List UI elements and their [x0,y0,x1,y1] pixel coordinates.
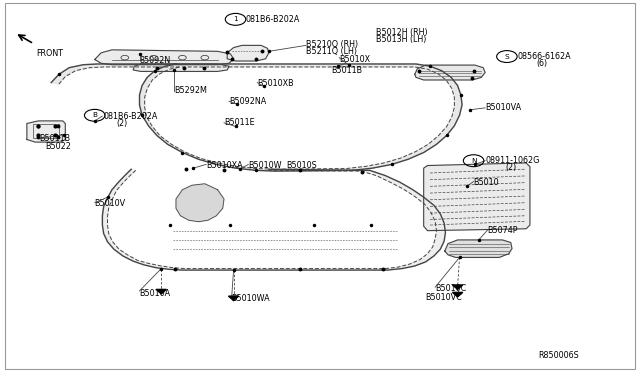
Text: R850006S: R850006S [538,351,579,360]
Text: FRONT: FRONT [36,49,63,58]
Text: (2): (2) [116,119,128,128]
Bar [33,124,59,138]
Polygon shape [415,65,485,80]
Polygon shape [102,169,445,270]
Text: B5010VC: B5010VC [426,293,462,302]
Text: 081B6-B202A: 081B6-B202A [104,112,158,121]
Text: 1: 1 [233,16,238,22]
Text: B5011B: B5011B [332,66,363,75]
Polygon shape [95,50,234,65]
Text: B5010XA: B5010XA [206,161,243,170]
Polygon shape [176,184,224,222]
Text: B5010X: B5010X [339,55,371,64]
Text: B: B [92,112,97,118]
Polygon shape [156,289,166,294]
Text: B5010V: B5010V [95,199,126,208]
Polygon shape [452,292,463,297]
Polygon shape [452,285,463,289]
Polygon shape [445,240,512,257]
Text: N: N [471,158,476,164]
Text: B5092NA: B5092NA [229,97,266,106]
Text: 081B6-B202A: 081B6-B202A [246,15,300,24]
Text: B5011E: B5011E [224,118,255,127]
Text: B5022: B5022 [45,142,70,151]
Polygon shape [424,163,530,231]
Text: B5010C: B5010C [435,284,467,293]
Polygon shape [27,121,65,142]
Text: B5010A: B5010A [140,289,171,298]
Text: B5012H (RH): B5012H (RH) [376,28,428,37]
Polygon shape [228,296,239,301]
Text: B5011B: B5011B [40,134,71,143]
Text: (2): (2) [506,163,517,172]
Text: B5010: B5010 [474,178,499,187]
Text: B5010WA: B5010WA [232,294,270,303]
Text: 08911-1062G: 08911-1062G [485,156,540,165]
Text: B5010XB: B5010XB [257,79,294,88]
Text: 08566-6162A: 08566-6162A [517,52,571,61]
Text: B5010VA: B5010VA [485,103,521,112]
Text: B5010S: B5010S [287,161,317,170]
Text: B5211Q (LH): B5211Q (LH) [306,47,357,56]
Text: B5292M: B5292M [174,86,207,95]
Text: B5010W: B5010W [248,161,282,170]
Text: B5210Q (RH): B5210Q (RH) [306,40,358,49]
Polygon shape [227,45,269,61]
Text: B5013H (LH): B5013H (LH) [376,35,427,44]
Text: S: S [504,54,509,60]
Polygon shape [51,64,462,171]
Text: B5074P: B5074P [488,226,518,235]
Text: (6): (6) [536,60,547,68]
Text: 85092N: 85092N [140,56,171,65]
Polygon shape [133,64,229,71]
